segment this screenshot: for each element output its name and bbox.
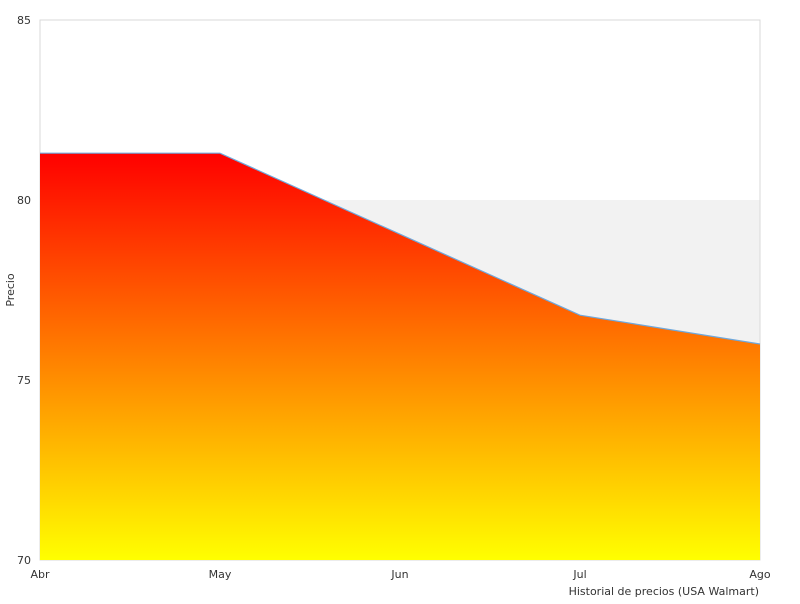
x-tick-label-may: May (209, 568, 232, 581)
y-tick-label-80: 80 (17, 194, 31, 207)
y-axis-ticks: 70 75 80 85 (17, 14, 31, 567)
x-tick-label-ago: Ago (749, 568, 771, 581)
x-tick-label-jun: Jun (390, 568, 408, 581)
y-tick-label-85: 85 (17, 14, 31, 27)
chart-caption: Historial de precios (USA Walmart) (569, 585, 759, 598)
x-axis-ticks: Abr May Jun Jul Ago (30, 568, 770, 581)
y-tick-label-75: 75 (17, 374, 31, 387)
x-tick-label-abr: Abr (30, 568, 50, 581)
x-tick-label-jul: Jul (572, 568, 586, 581)
y-axis-title: Precio (4, 273, 17, 307)
y-tick-label-70: 70 (17, 554, 31, 567)
